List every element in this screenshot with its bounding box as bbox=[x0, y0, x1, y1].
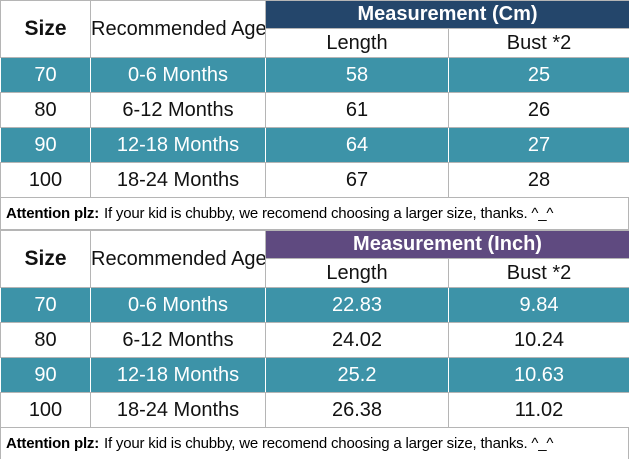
cell-size: 90 bbox=[0, 357, 91, 393]
cell-age: 12-18 Months bbox=[90, 127, 266, 163]
recommended-age-column-header: Recommended Age bbox=[90, 230, 266, 288]
table-row: 100 18-24 Months 26.38 11.02 bbox=[0, 392, 629, 428]
cell-length: 26.38 bbox=[265, 392, 449, 428]
attention-note-label: Attention plz: bbox=[6, 435, 100, 452]
recommended-age-column-header: Recommended Age bbox=[90, 0, 266, 58]
cell-age: 12-18 Months bbox=[90, 357, 266, 393]
size-column-header: Size bbox=[0, 230, 91, 288]
cell-bust: 25 bbox=[447, 57, 629, 93]
cell-age: 0-6 Months bbox=[90, 57, 266, 93]
cell-bust: 9.84 bbox=[448, 287, 629, 323]
table-row: 80 6-12 Months 24.02 10.24 bbox=[0, 322, 629, 358]
cell-age: 0-6 Months bbox=[90, 287, 266, 323]
cell-size: 70 bbox=[0, 57, 91, 93]
cell-size: 100 bbox=[0, 162, 91, 198]
cell-size: 100 bbox=[0, 392, 91, 428]
attention-note-inch: Attention plz: If your kid is chubby, we… bbox=[0, 428, 629, 459]
table-row: 70 0-6 Months 22.83 9.84 bbox=[0, 287, 629, 323]
cell-age: 6-12 Months bbox=[90, 322, 266, 358]
cell-length: 58 bbox=[265, 57, 449, 93]
cell-size: 90 bbox=[0, 127, 91, 163]
cell-length: 25.2 bbox=[265, 357, 449, 393]
table-row: 100 18-24 Months 67 28 bbox=[0, 162, 629, 198]
cell-bust: 10.24 bbox=[448, 322, 629, 358]
table-row: 70 0-6 Months 58 25 bbox=[0, 57, 629, 93]
cell-length: 24.02 bbox=[265, 322, 449, 358]
size-column-header: Size bbox=[0, 0, 91, 58]
attention-note-label: Attention plz: bbox=[6, 205, 100, 222]
cell-size: 80 bbox=[0, 92, 91, 128]
attention-note-text: If your kid is chubby, we recomend choos… bbox=[104, 435, 554, 452]
attention-note-cm: Attention plz: If your kid is chubby, we… bbox=[0, 198, 629, 230]
length-column-header: Length bbox=[265, 28, 449, 58]
cell-bust: 11.02 bbox=[448, 392, 629, 428]
cell-length: 22.83 bbox=[265, 287, 449, 323]
cell-length: 61 bbox=[265, 92, 449, 128]
cell-bust: 27 bbox=[447, 127, 629, 163]
cell-bust: 10.63 bbox=[448, 357, 629, 393]
bust-column-header: Bust *2 bbox=[448, 258, 629, 288]
table-row: 80 6-12 Months 61 26 bbox=[0, 92, 629, 128]
cell-age: 18-24 Months bbox=[90, 392, 266, 428]
attention-note-text: If your kid is chubby, we recomend choos… bbox=[104, 205, 554, 222]
table-row: 90 12-18 Months 64 27 bbox=[0, 127, 629, 163]
cell-length: 67 bbox=[265, 162, 449, 198]
size-chart-inch-table: Size Recommended Age Measurement (Inch) … bbox=[0, 230, 629, 428]
cell-bust: 26 bbox=[447, 92, 629, 128]
cell-age: 6-12 Months bbox=[90, 92, 266, 128]
cell-length: 64 bbox=[265, 127, 449, 163]
cell-bust: 28 bbox=[447, 162, 629, 198]
measurement-inch-banner: Measurement (Inch) bbox=[265, 230, 629, 259]
cell-age: 18-24 Months bbox=[90, 162, 266, 198]
cell-size: 70 bbox=[0, 287, 91, 323]
table-row: 90 12-18 Months 25.2 10.63 bbox=[0, 357, 629, 393]
length-column-header: Length bbox=[265, 258, 449, 288]
bust-column-header: Bust *2 bbox=[447, 28, 629, 58]
size-chart-cm-table: Size Recommended Age Measurement (Cm) Le… bbox=[0, 0, 629, 198]
cell-size: 80 bbox=[0, 322, 91, 358]
measurement-cm-banner: Measurement (Cm) bbox=[264, 0, 629, 29]
